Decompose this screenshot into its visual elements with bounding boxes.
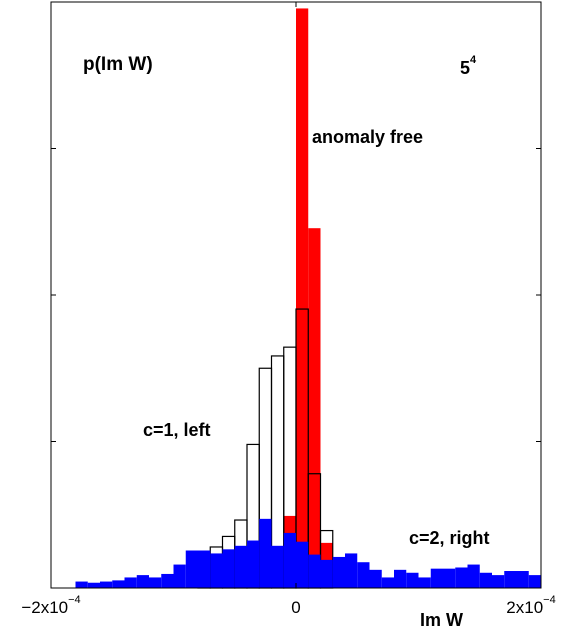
c2-right-bar [406, 572, 419, 588]
c2-right-bar [528, 575, 541, 588]
c2-right-bar [381, 577, 394, 588]
c2-right-bar [332, 556, 345, 588]
plot-frame [50, 1, 542, 589]
c2-right-bar [173, 564, 186, 588]
x-axis-label: Im W [420, 610, 463, 630]
c1-left-label: c=1, left [143, 420, 211, 440]
c2-right-bar [467, 564, 480, 588]
c2-right-bar [185, 550, 198, 588]
c2-right-bar [430, 568, 443, 588]
c2-right-bar [320, 559, 333, 588]
anomaly-free-label: anomaly free [312, 127, 423, 147]
c2-right-bar [100, 581, 113, 588]
lattice-base: 5 [460, 58, 470, 78]
c2-right-bar [283, 532, 296, 588]
x-tick-base: 0 [291, 598, 300, 617]
c2-right-bar [161, 573, 174, 588]
c2-right-bar [369, 569, 382, 588]
c2-right-bar [418, 577, 431, 588]
x-tick-exponent: −4 [543, 594, 556, 606]
anomaly-free-bar [296, 8, 309, 588]
x-tick-label-2e-4: 2x10−4 [506, 594, 555, 617]
c2-right-bar [75, 581, 88, 588]
c2-right-bar [492, 575, 505, 588]
c2-right-bar [394, 569, 407, 588]
c2-right-bar [247, 540, 260, 588]
lattice-exponent: 4 [470, 54, 477, 66]
panel-label: p(Im W) [83, 54, 153, 75]
x-tick-label-neg-2e-4: −2x10−4 [21, 594, 80, 617]
c2-right-bar [516, 571, 529, 588]
c2-right-bar [308, 554, 321, 588]
c2-right-bar [222, 549, 235, 588]
lattice-size-label: 54 [460, 54, 477, 78]
x-tick-exponent: −4 [68, 594, 81, 606]
c2-right-bar [210, 553, 223, 588]
c2-right-bar [198, 550, 211, 588]
c2-right-bar [455, 567, 468, 588]
x-tick-label-zero: 0 [291, 598, 300, 617]
x-tick-base: 2x10 [506, 598, 543, 617]
c2-right-bar [271, 545, 284, 588]
c2-right-bar [357, 562, 370, 588]
c2-right-bar [296, 541, 309, 588]
c2-right-bar [479, 572, 492, 588]
c2-right-bar [234, 545, 247, 588]
c2-right-bar [443, 568, 456, 588]
anomaly-free-bar [308, 228, 321, 588]
x-tick-base: −2x10 [21, 598, 68, 617]
c2-right-bar [149, 577, 162, 588]
c2-right-bar [345, 553, 358, 588]
c2-right-label: c=2, right [409, 528, 490, 548]
c2-right-bar [124, 577, 137, 588]
c2-right-bar [136, 575, 149, 588]
c2-right-bar [504, 571, 517, 588]
c2-right-bar [87, 582, 100, 588]
c2-right-bar [259, 518, 272, 588]
c2-right-bar [112, 580, 125, 588]
c2-right-bars [75, 518, 541, 588]
